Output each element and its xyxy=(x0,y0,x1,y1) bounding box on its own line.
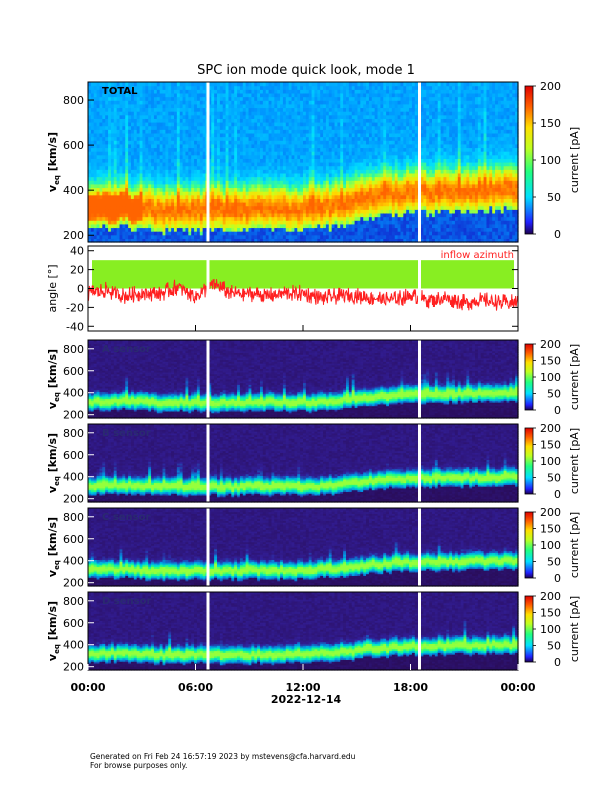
chart-title: SPC ion mode quick look, mode 1 xyxy=(197,63,415,78)
heatmap-cells xyxy=(88,82,519,243)
